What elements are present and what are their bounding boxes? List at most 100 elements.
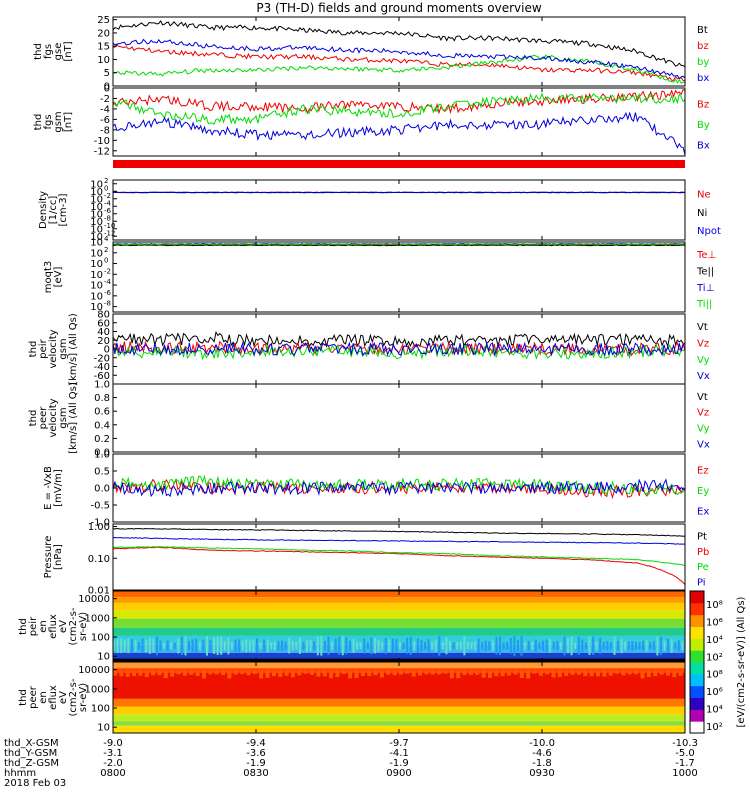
temperature-ytick-exp: -2 [104,267,111,275]
peir_spectrogram-texture [556,641,559,651]
peir_spectrogram-texture [123,639,126,653]
peer_spectrogram-texture [214,670,219,675]
peir_spectrogram-texture [209,639,212,652]
peir_spectrogram-texture [474,641,477,651]
quality-bar [113,160,685,168]
peir_spectrogram-texture [191,639,194,653]
peir_spectrogram-band [113,597,685,603]
peer_spectrogram-texture [329,670,334,679]
density-ytick-exp: -4 [104,199,112,207]
peir_spectrogram-texture [584,642,587,650]
peer_spectrogram-texture [411,670,416,677]
density-ylabel: [1/cc] [48,196,59,225]
colorbar-segment [690,721,704,734]
peir_spectrogram-texture [527,641,530,651]
peer_spectrogram-texture [265,670,270,678]
peir_spectrogram-texture [588,636,591,655]
fgs_gsm-ylabel: fgs [43,114,54,129]
peer_velocity-ylabel: [km/s] (All Qs) [68,382,79,454]
peer_spectrogram-texture [189,670,194,675]
peir_spectrogram-texture [302,641,305,650]
x-tick-x: -9.7 [389,738,409,749]
peir_spectrogram-texture [491,640,494,652]
fgs_gse-legend-bz: bz [697,41,709,52]
peir_spectrogram-texture [288,638,291,654]
x-tick-y: -4.1 [389,748,409,759]
peir_spectrogram-texture [574,642,577,649]
peir_spectrogram-texture [674,642,677,650]
fgs_gsm-ytick-label: -2 [100,94,110,105]
pressure-series-Pi [112,536,685,545]
peir_velocity-series-Vx [112,341,686,357]
peir_spectrogram-texture [227,637,230,655]
peer_velocity-ytick-label: 0.4 [94,420,110,431]
temperature-ytick-exp: -8 [104,300,111,308]
fgs_gse-ylabel: gse [53,43,64,61]
x-row-label: thd_Y-GSM [4,748,57,759]
temperature-ytick-label: 10 [90,281,103,292]
peer_spectrogram-texture [615,670,620,674]
peir_spectrogram-texture [502,642,505,650]
peer_spectrogram-texture [233,670,238,675]
peir_spectrogram-ytick-label: 1000 [85,613,110,624]
fgs_gse-ylabel: fgs [43,44,54,59]
peer_spectrogram-texture [386,670,391,675]
peer_spectrogram-texture [468,670,473,675]
peir_spectrogram-texture [170,642,173,650]
peir_spectrogram-texture [155,636,158,656]
peir_spectrogram-texture [323,641,326,651]
temperature-ytick-label: 10 [90,259,103,270]
colorbar-label: [eV/(cm2-s-sr-eV)] (All Qs) [736,596,747,727]
peir_spectrogram-texture [216,636,219,656]
peir_spectrogram-texture [370,637,373,655]
peer_velocity-legend-vx: Vx [697,439,710,450]
peer_velocity-ytick-label: 0.2 [94,434,110,445]
peer_velocity-ytick-label: 1.0 [94,380,110,391]
temperature-ytick-label: 10 [90,302,103,313]
panel-peir_spectrogram: 10000 1000 100 10 thd peir en eflux eV (cm2-s-sr-… [18,590,686,663]
peir_spectrogram-texture [377,640,380,652]
fgs_gsm-legend-bx: Bx [697,141,710,152]
peir_spectrogram-ylabel: (cm2-s- [68,607,79,645]
pressure-ylabel: [nPa] [53,544,64,570]
temperature-ytick-label: 10 [90,291,103,302]
peir_spectrogram-texture [334,638,337,654]
fgs_gsm-frame [112,87,686,157]
peir_spectrogram-texture [602,641,605,650]
peir_spectrogram-texture [223,640,226,651]
peer_spectrogram-ylabel: (cm2-s- [68,678,79,716]
peir_spectrogram-texture [116,638,119,653]
peir_spectrogram-texture [284,641,287,650]
peer_spectrogram-texture [545,670,550,675]
x-tick-y: -3.6 [246,748,266,759]
peir_spectrogram-texture [663,641,666,651]
x-tick-hhmm: 1000 [672,768,697,779]
peir_spectrogram-texture [534,639,537,653]
density-ytick-exp: -10 [104,222,115,230]
fgs_gsm-ytick-label: -10 [94,136,110,147]
peer_spectrogram-texture [519,670,524,679]
peer_spectrogram-texture [583,670,588,677]
efield-frame [112,453,686,523]
colorbar-segment [690,602,704,616]
peir_spectrogram-ylabel: peir [28,616,39,636]
panel-quality_bar [113,160,685,168]
x-tick-y: -3.1 [103,748,123,759]
peir_spectrogram-texture [570,636,573,656]
peir_spectrogram-texture [273,641,276,651]
x-tick-hhmm: 0900 [386,768,411,779]
peer_spectrogram-texture [678,670,683,676]
temperature-ytick-exp: -6 [104,289,112,297]
peer_spectrogram-texture [602,670,607,677]
peir_spectrogram-texture [667,638,670,653]
peer_spectrogram-texture [564,670,569,676]
peir_spectrogram-texture [188,641,191,651]
peir_velocity-ylabel: gsm [58,338,69,359]
peer_spectrogram-texture [443,670,448,674]
density-legend-ni: Ni [697,208,707,219]
peir_velocity-ylabel: thd [28,341,39,358]
fgs_gsm-ylabel: [nT] [63,112,74,132]
peer_velocity-frame [112,383,686,453]
peir_spectrogram-texture [180,636,183,655]
